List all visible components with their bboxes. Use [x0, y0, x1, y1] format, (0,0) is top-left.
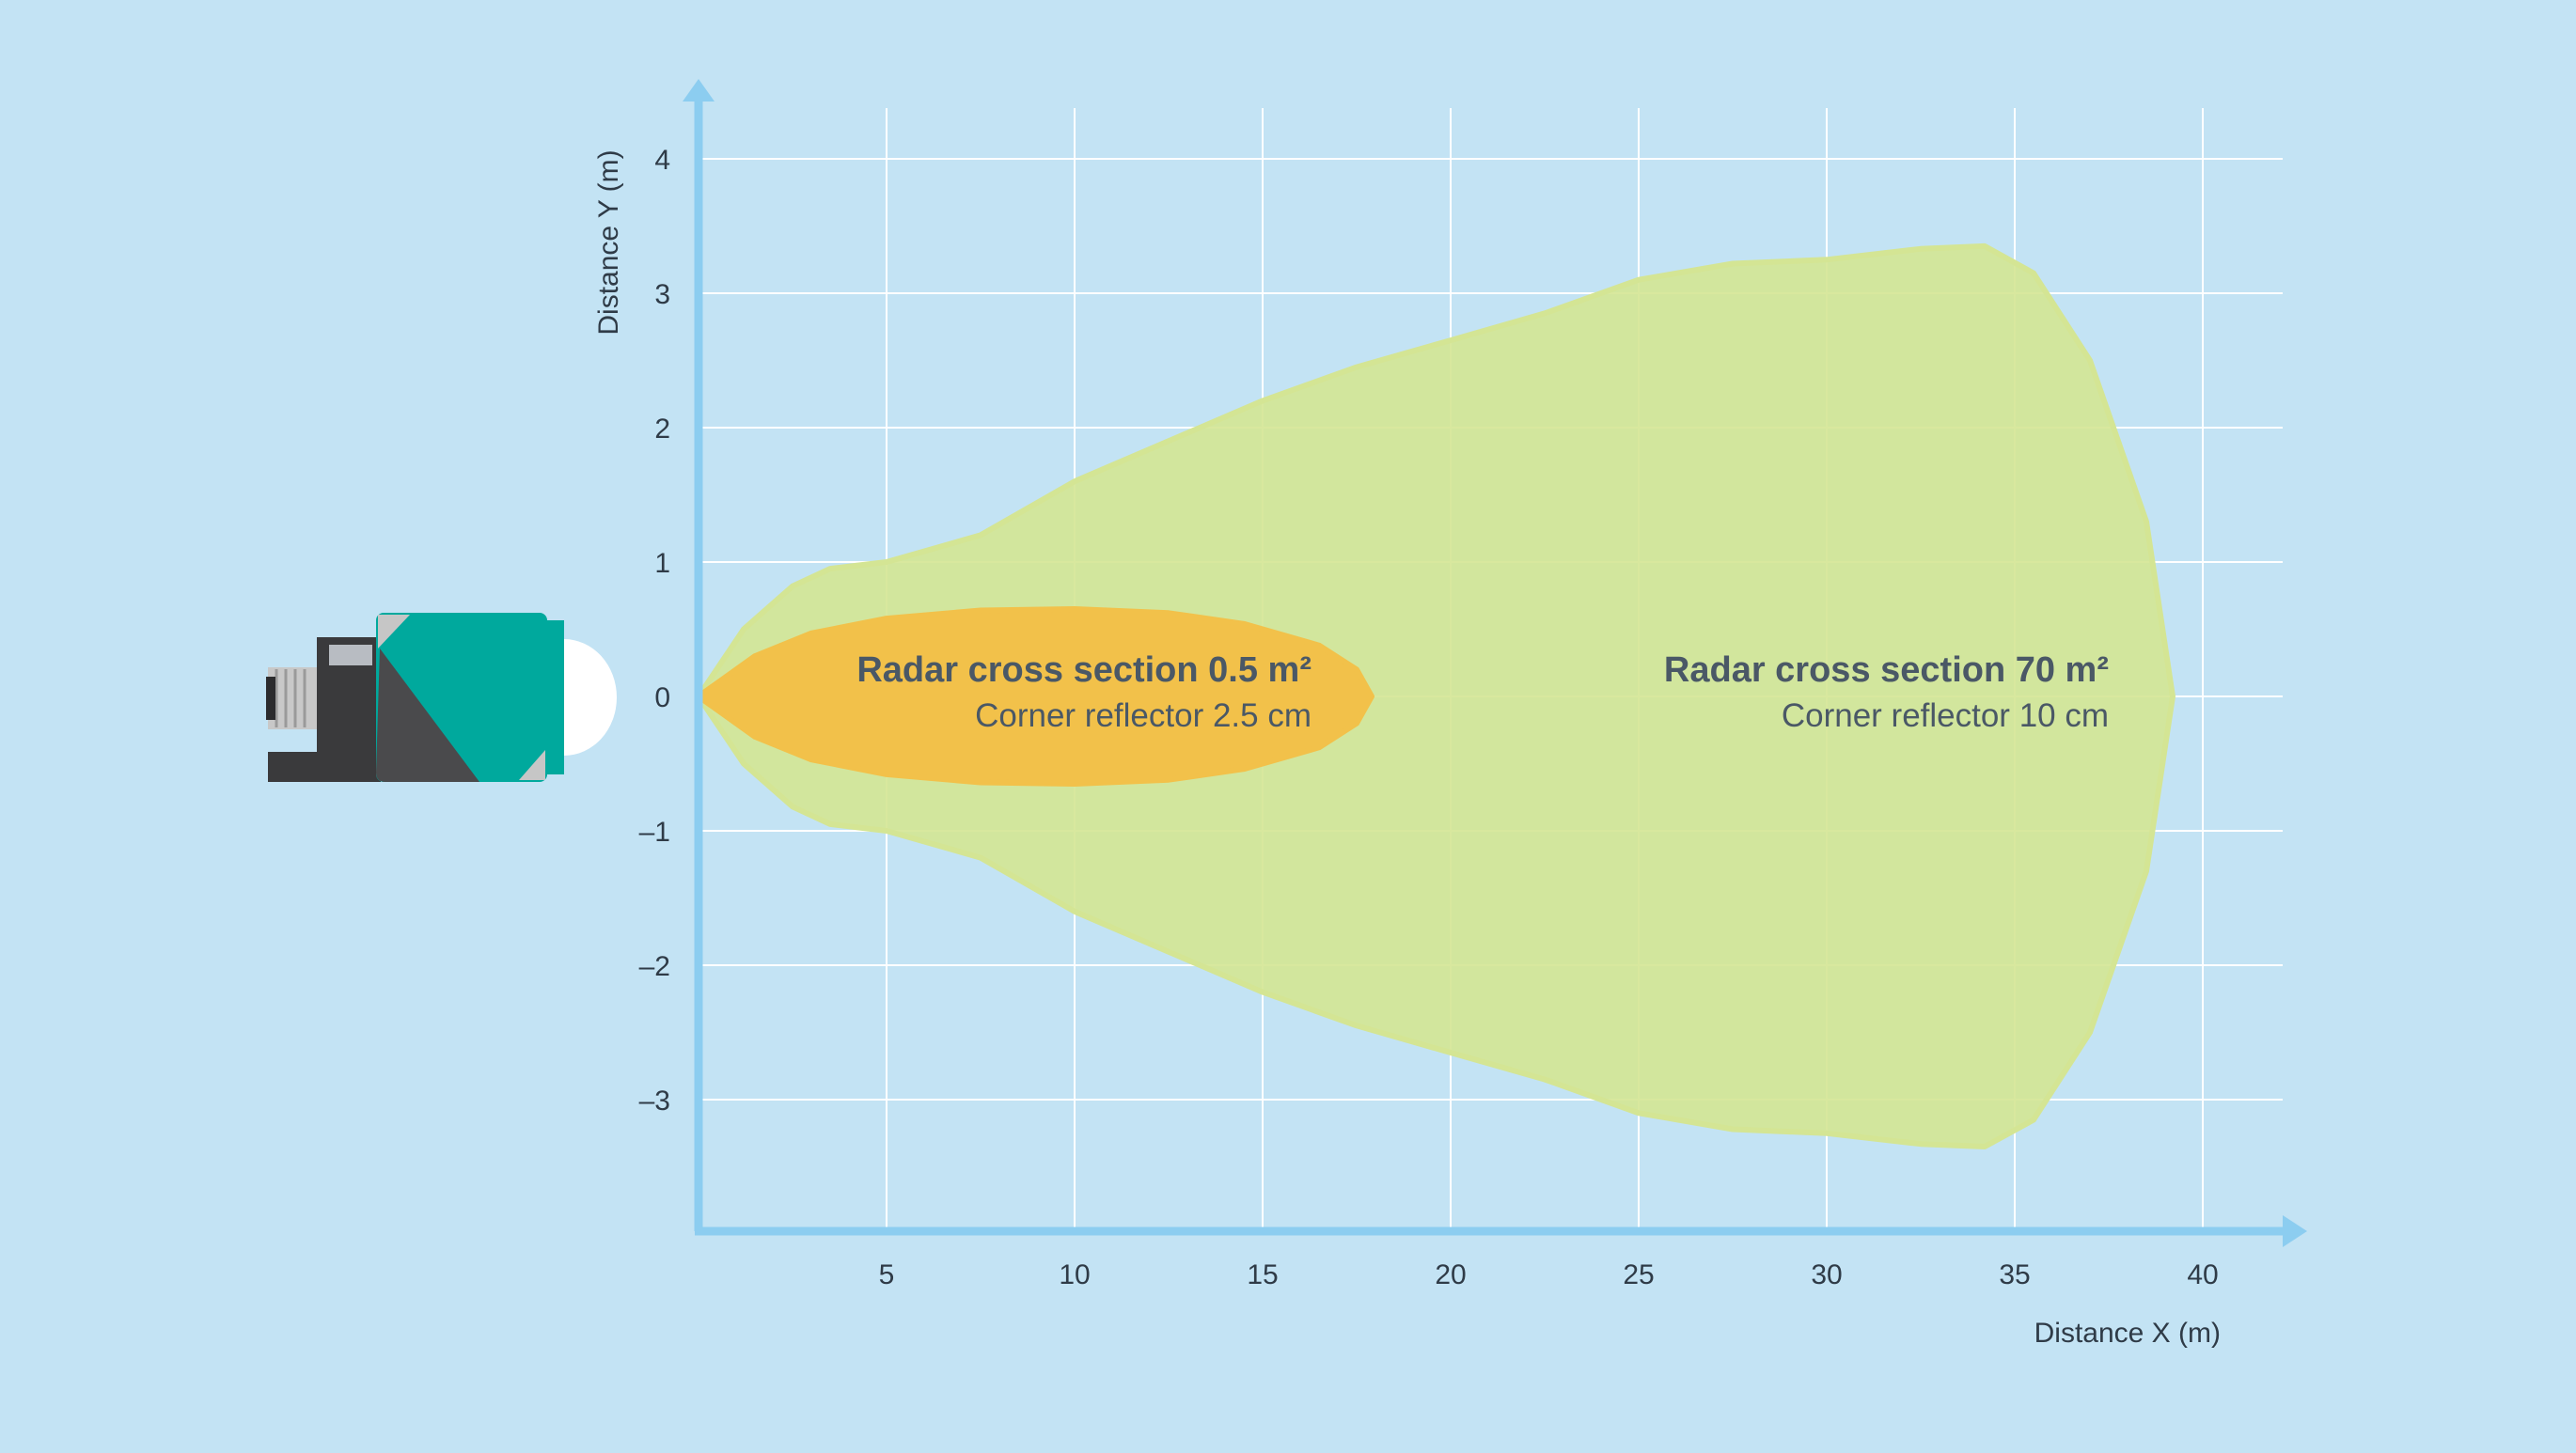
x-tick-label: 25	[1623, 1259, 1654, 1290]
sensor-housing-shade	[376, 648, 479, 782]
x-tick-label: 40	[2187, 1259, 2218, 1290]
y-tick-label: –2	[639, 951, 670, 982]
annotation-subtitle-small: Corner reflector 2.5 cm	[975, 697, 1312, 734]
x-axis-arrow-icon	[2283, 1215, 2307, 1247]
y-axis-arrow-icon	[683, 79, 715, 102]
y-tick-label: 1	[654, 548, 670, 579]
y-tick-label: –1	[639, 817, 670, 848]
x-tick-label: 30	[1811, 1259, 1842, 1290]
sensor-corner-top	[378, 615, 410, 648]
x-tick-label: 35	[1999, 1259, 2030, 1290]
sensor-corner-bottom	[519, 750, 545, 780]
annotations: Radar cross section 70 m² Corner reflecto…	[856, 650, 2109, 734]
sensor-front-face	[543, 620, 564, 774]
x-axis-title: Distance X (m)	[2034, 1318, 2221, 1349]
detection-area-large	[696, 242, 2175, 1149]
y-tick-label: –3	[639, 1086, 670, 1117]
y-tick-label: 0	[654, 682, 670, 713]
x-tick-label: 20	[1435, 1259, 1466, 1290]
detection-areas	[696, 242, 2175, 1149]
axes	[683, 79, 2307, 1247]
y-axis-title: Distance Y (m)	[593, 149, 624, 335]
x-tick-label: 15	[1247, 1259, 1278, 1290]
annotation-subtitle-large: Corner reflector 10 cm	[1782, 697, 2109, 734]
annotation-title-small: Radar cross section 0.5 m²	[856, 650, 1312, 690]
sensor-mounting-bracket	[268, 637, 381, 782]
x-tick-label: 5	[879, 1259, 895, 1290]
connector-tip	[266, 677, 275, 720]
y-tick-label: 4	[654, 145, 670, 176]
y-tick-label: 3	[654, 279, 670, 310]
radar-sensor-icon	[266, 613, 617, 782]
sensor-label-plate	[329, 645, 372, 665]
x-tick-label: 10	[1059, 1259, 1090, 1290]
detection-area-small	[696, 606, 1374, 787]
annotation-title-large: Radar cross section 70 m²	[1664, 650, 2109, 690]
y-tick-label: 2	[654, 414, 670, 445]
